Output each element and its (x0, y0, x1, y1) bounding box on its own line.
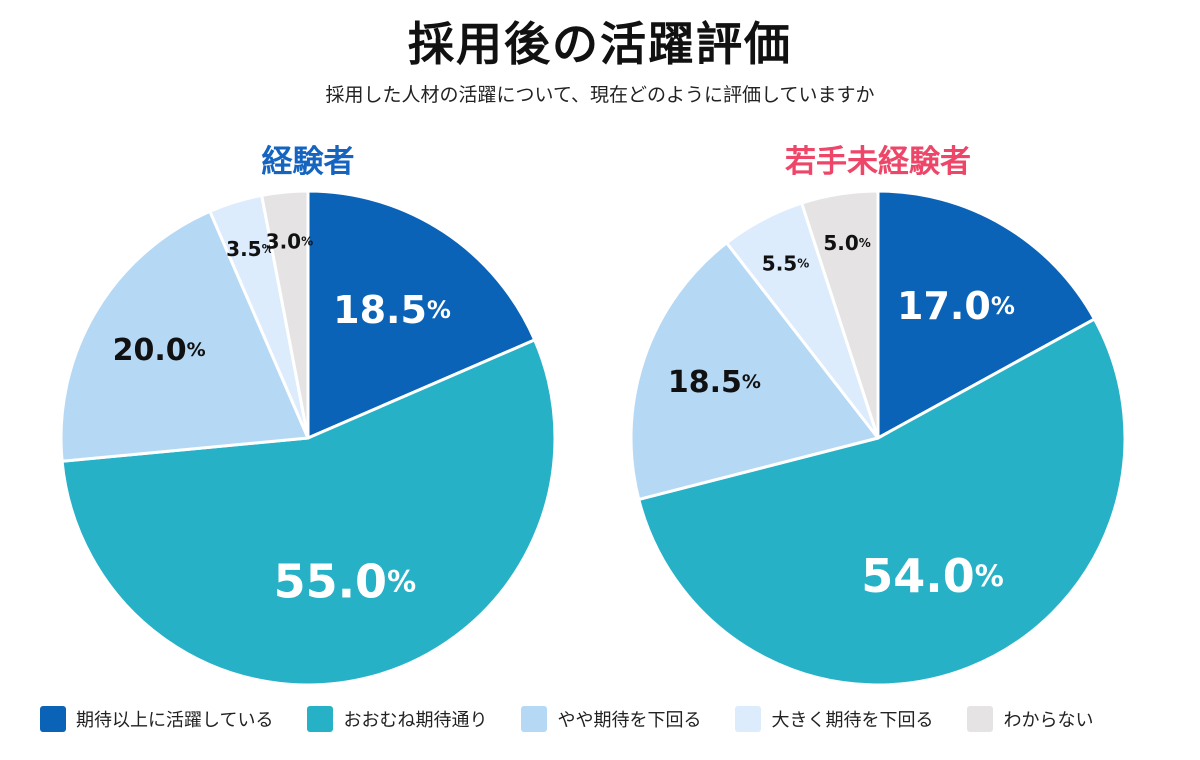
pie-data-label: 18.5% (333, 288, 451, 332)
pie-slice-as-expected (637, 317, 1127, 687)
pie-slice-slightly-below (629, 241, 880, 501)
legend-item-as-expected: おおむね期待通り (307, 706, 487, 732)
legend-label: わからない (1003, 710, 1094, 731)
legend-swatch (735, 706, 762, 732)
legend-label: やや期待を下回る (557, 710, 702, 731)
legend-label: おおむね期待通り (343, 710, 488, 731)
pie-title-young-inexperienced: 若手未経験者 (785, 144, 971, 180)
legend-label: 大きく期待を下回る (771, 710, 934, 731)
pie-slice-unknown (800, 189, 880, 440)
legend-item-greatly-below: 大きく期待を下回る (735, 706, 933, 732)
pie-data-label: 54.0% (861, 549, 1004, 603)
legend-label: 期待以上に活躍している (76, 710, 274, 731)
pie-data-label: 55.0% (274, 555, 417, 609)
pie-slice-as-expected (60, 338, 557, 687)
pie-young-inexperienced: 17.0% 54.0% 18.5% 5.5% 5.0% (629, 189, 1127, 687)
pie-title-experienced: 経験者 (261, 144, 355, 180)
pie-data-label: 18.5% (668, 364, 761, 399)
chart-subtitle: 採用した人材の活躍について、現在どのように評価していますか (325, 84, 875, 106)
pie-data-label: 5.5% (762, 251, 809, 275)
legend-swatch (40, 706, 66, 732)
legend-swatch (307, 706, 334, 732)
pie-data-label: 20.0% (113, 332, 206, 367)
pie-data-label: 17.0% (897, 284, 1015, 328)
legend-item-unknown: わからない (967, 706, 1093, 732)
pie-slice-exceeds (306, 189, 537, 440)
legend-swatch (521, 706, 548, 732)
pie-slice-unknown (260, 189, 310, 440)
legend-item-exceeds: 期待以上に活躍している (40, 706, 273, 732)
legend-item-slightly-below: やや期待を下回る (521, 706, 701, 732)
pie-data-label: 3.5% (226, 237, 273, 261)
pie-slice-slightly-below (59, 209, 310, 463)
legend: 期待以上に活躍している おおむね期待通り やや期待を下回る 大きく期待を下回る … (40, 706, 1170, 732)
pie-slice-exceeds (876, 189, 1096, 440)
chart-title: 採用後の活躍評価 (408, 17, 792, 71)
pie-data-label: 5.0% (823, 231, 870, 255)
legend-swatch (967, 706, 994, 732)
pie-data-label: 3.0% (266, 229, 313, 253)
pie-experienced: 18.5% 55.0% 20.0% 3.5%3.0% (59, 189, 557, 687)
